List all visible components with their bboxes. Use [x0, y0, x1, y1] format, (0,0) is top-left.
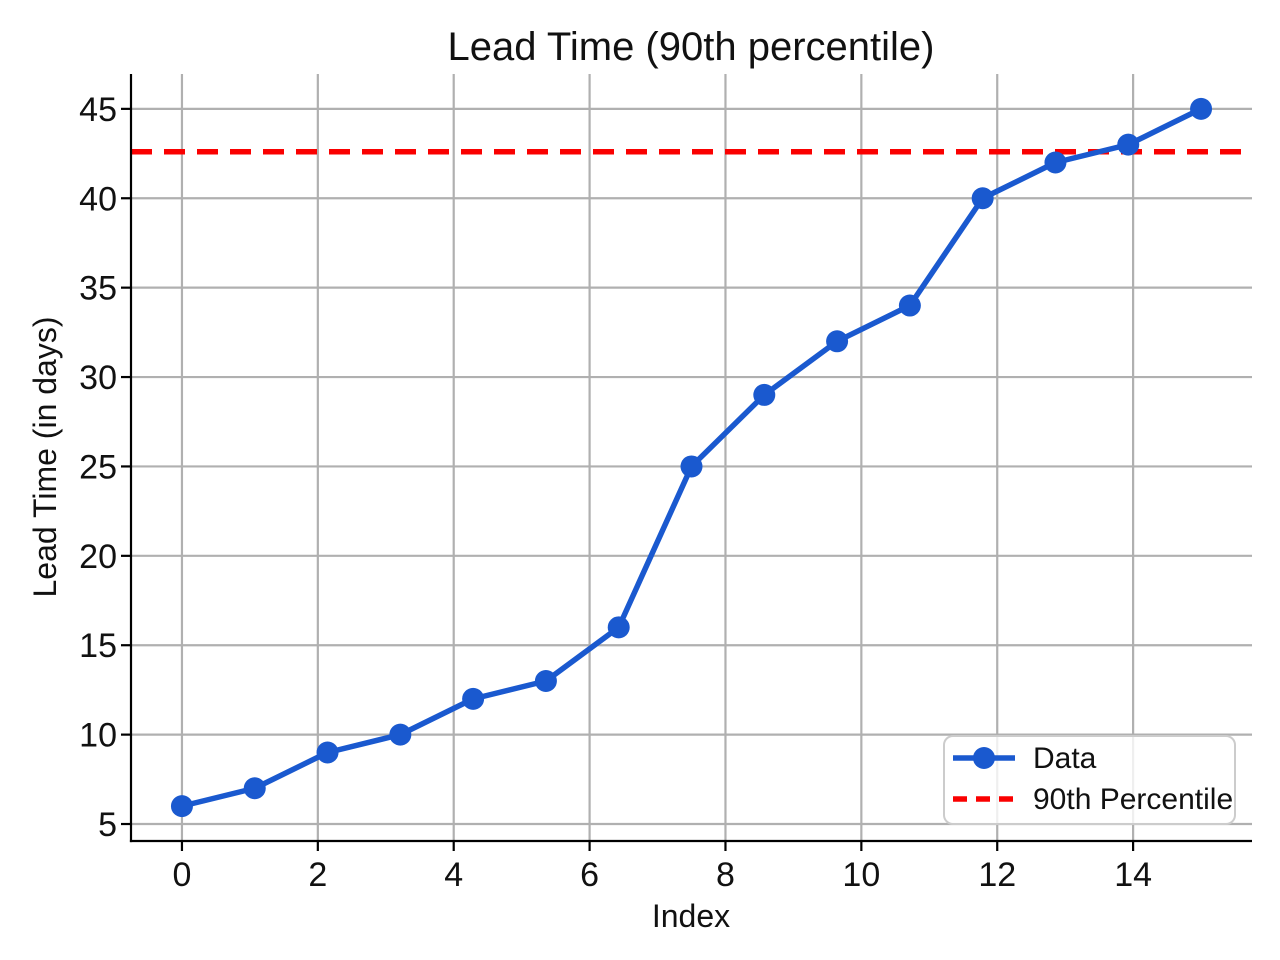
x-tick-label: 6 — [580, 856, 599, 894]
x-axis-label: Index — [652, 898, 730, 934]
x-tick-label: 0 — [172, 856, 191, 894]
x-tick-label: 8 — [716, 856, 735, 894]
y-tick-label: 10 — [79, 717, 117, 755]
legend-box — [943, 735, 1236, 825]
chart-title: Lead Time (90th percentile) — [448, 25, 935, 69]
y-axis-label: Lead Time (in days) — [27, 316, 63, 597]
legend-label-data: Data — [1033, 742, 1097, 775]
y-tick-label: 40 — [79, 180, 117, 218]
x-tick-label: 14 — [1114, 856, 1152, 894]
y-tick-label: 35 — [79, 270, 117, 308]
y-tick-label: 45 — [79, 91, 117, 129]
y-tick-label: 25 — [79, 448, 117, 486]
x-tick-label: 4 — [444, 856, 463, 894]
tick-labels: 0 2 4 6 8 10 12 14 5 10 15 20 25 30 35 40 45 — [79, 91, 1152, 894]
y-tick-label: 20 — [79, 538, 117, 576]
x-tick-label: 10 — [842, 856, 880, 894]
y-tick-label: 15 — [79, 627, 117, 665]
legend-data-marker-swatch — [973, 747, 995, 769]
x-tick-label: 2 — [308, 856, 327, 894]
legend: Data 90th Percentile — [943, 735, 1236, 825]
y-tick-label: 30 — [79, 359, 117, 397]
data-markers — [170, 97, 1213, 818]
x-tick-label: 12 — [978, 856, 1016, 894]
axes-spines-ticks — [121, 74, 1252, 851]
y-tick-label: 5 — [98, 806, 117, 844]
legend-label-percentile: 90th Percentile — [1033, 783, 1233, 816]
